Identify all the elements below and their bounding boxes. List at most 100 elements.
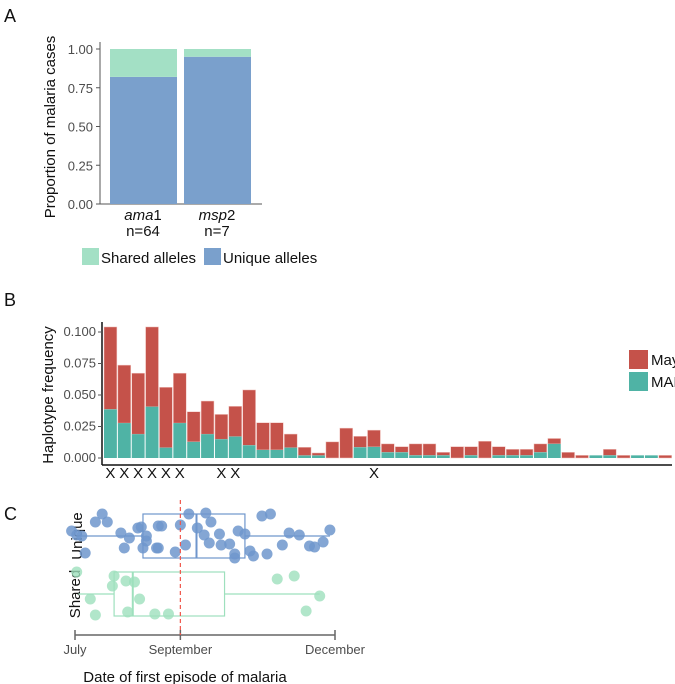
bar-may bbox=[395, 446, 409, 453]
data-point bbox=[156, 520, 168, 532]
data-point bbox=[71, 566, 83, 578]
y-tick-label: 0.050 bbox=[63, 387, 96, 402]
bar-mal bbox=[436, 455, 450, 458]
y-tick-label: 0.50 bbox=[68, 120, 93, 135]
data-point bbox=[89, 609, 101, 621]
gene-suffix: 1 bbox=[153, 207, 161, 224]
data-point bbox=[179, 539, 191, 551]
data-point bbox=[215, 539, 227, 551]
data-point bbox=[224, 538, 236, 550]
bar-may bbox=[242, 389, 256, 446]
legend-label: May bbox=[651, 352, 675, 369]
bar-mal bbox=[256, 449, 270, 458]
data-point bbox=[76, 530, 88, 542]
marker-x: X bbox=[216, 465, 226, 482]
legend-swatch-may bbox=[629, 350, 648, 369]
data-point bbox=[183, 508, 195, 520]
bar-shared-alleles bbox=[184, 49, 251, 57]
bar-mal bbox=[242, 445, 256, 458]
data-point bbox=[300, 605, 312, 617]
bar-may bbox=[270, 422, 284, 451]
data-point bbox=[314, 590, 326, 602]
bar-may bbox=[353, 436, 367, 448]
data-point bbox=[276, 539, 288, 551]
group-label-shared: Shared bbox=[67, 570, 84, 618]
bar-mal bbox=[104, 409, 117, 458]
marker-x: X bbox=[147, 465, 157, 482]
y-tick-label: 0.75 bbox=[68, 81, 93, 96]
data-point bbox=[271, 573, 283, 585]
panel-b-chart: 0.000 0.025 0.050 0.075 0.100 Haplotype frequ… bbox=[40, 322, 675, 482]
data-point bbox=[256, 510, 268, 522]
bar-may bbox=[186, 411, 201, 443]
bar-mal bbox=[214, 439, 228, 458]
x-tick-label: September bbox=[149, 642, 213, 657]
bar-mal bbox=[353, 447, 367, 458]
bar-mal bbox=[381, 452, 395, 458]
gene-name: ama bbox=[124, 207, 153, 224]
bar-may bbox=[159, 387, 173, 448]
bar-mal bbox=[312, 455, 325, 458]
bar-mal bbox=[409, 455, 423, 458]
marker-x: X bbox=[105, 465, 115, 482]
bar-may bbox=[214, 414, 229, 440]
data-point bbox=[229, 548, 241, 560]
bar-may bbox=[131, 372, 145, 435]
y-tick-label: 0.00 bbox=[68, 197, 93, 212]
data-point bbox=[89, 516, 101, 528]
bar-mal bbox=[547, 443, 561, 458]
bar-may bbox=[311, 452, 326, 456]
data-point bbox=[135, 521, 147, 533]
bar-may bbox=[173, 372, 187, 424]
data-point bbox=[84, 593, 96, 605]
data-point bbox=[293, 529, 305, 541]
sample-size-label: n=7 bbox=[204, 223, 229, 240]
bar-may bbox=[603, 449, 617, 456]
data-point bbox=[149, 608, 161, 620]
panel-c-chart: July September December Date of first episo… bbox=[63, 500, 366, 684]
bar-mal bbox=[367, 446, 381, 458]
data-point bbox=[288, 570, 300, 582]
data-point bbox=[203, 537, 215, 549]
x-tick-label: July bbox=[63, 642, 87, 657]
y-tick-label: 0.025 bbox=[63, 419, 96, 434]
bar-mal bbox=[159, 447, 173, 458]
bar-may bbox=[505, 449, 520, 456]
data-point bbox=[169, 546, 181, 558]
bar-mal bbox=[270, 449, 284, 458]
sample-size-label: n=64 bbox=[126, 223, 160, 240]
data-point bbox=[324, 524, 336, 536]
y-tick-label: 0.075 bbox=[63, 356, 96, 371]
bar-mal bbox=[506, 455, 520, 458]
legend-label: Unique alleles bbox=[223, 250, 317, 267]
data-point bbox=[309, 541, 321, 553]
bar-may bbox=[297, 447, 312, 456]
bar-may bbox=[284, 433, 298, 448]
bar-unique-alleles bbox=[184, 56, 251, 204]
bar-mal bbox=[117, 423, 131, 458]
bar-may bbox=[325, 441, 340, 459]
panel-label-c: C bbox=[4, 504, 17, 524]
bar-unique-alleles bbox=[110, 76, 177, 204]
bar-may bbox=[575, 455, 589, 459]
data-point bbox=[264, 508, 276, 520]
data-point bbox=[140, 530, 152, 542]
gene-suffix: 2 bbox=[227, 207, 235, 224]
bar-mal bbox=[131, 434, 145, 458]
bar-may bbox=[422, 443, 437, 456]
marker-x: X bbox=[161, 465, 171, 482]
data-point bbox=[152, 542, 164, 554]
bar-mal bbox=[298, 455, 312, 458]
bar-mal bbox=[228, 436, 242, 458]
bar-may bbox=[561, 452, 575, 459]
data-point bbox=[198, 529, 210, 541]
bar-may bbox=[616, 455, 631, 459]
y-tick-label: 0.000 bbox=[63, 450, 96, 465]
x-tick-label: ama1 bbox=[124, 207, 162, 224]
legend-label: MAL bbox=[651, 374, 675, 391]
y-axis-title: Haplotype frequency bbox=[40, 326, 57, 464]
bar-may bbox=[367, 429, 381, 448]
bar-mal bbox=[423, 455, 436, 458]
bar-may bbox=[478, 440, 492, 459]
bar-mal bbox=[187, 441, 201, 458]
